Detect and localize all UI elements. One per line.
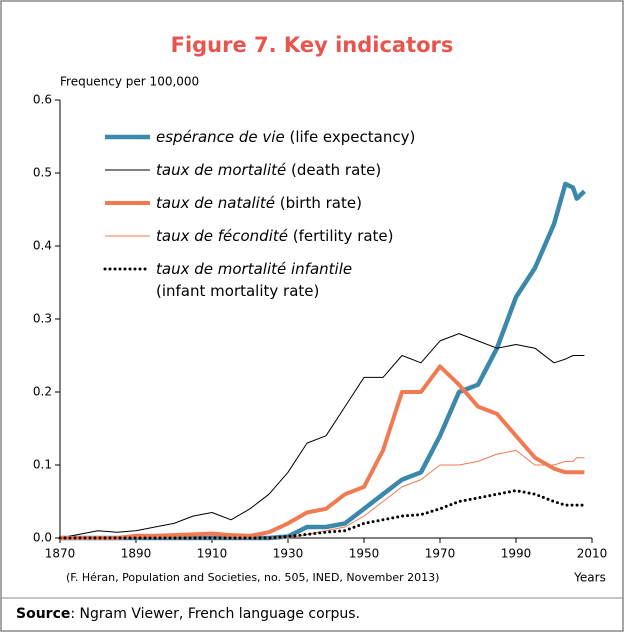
y-tick-label: 0.1 xyxy=(33,458,52,472)
legend-label: taux de natalité (birth rate) xyxy=(156,194,362,212)
x-tick-label: 1990 xyxy=(501,547,532,561)
y-tick-label: 0.6 xyxy=(33,93,52,107)
series-line xyxy=(58,489,586,540)
legend-label: taux de fécondité (fertility rate) xyxy=(156,227,394,245)
credit: (F. Héran, Population and Societies, no.… xyxy=(66,571,439,584)
x-tick-label: 1910 xyxy=(197,547,228,561)
y-tick-label: 0.5 xyxy=(33,166,52,180)
x-tick-label: 1870 xyxy=(45,547,76,561)
x-tick-label: 1950 xyxy=(349,547,380,561)
x-tick-label: 1890 xyxy=(121,547,152,561)
series-line xyxy=(59,333,585,539)
x-tick-label: 2010 xyxy=(577,547,608,561)
y-tick-label: 0.3 xyxy=(33,312,52,326)
y-tick-label: 0.2 xyxy=(33,385,52,399)
legend-label: espérance de vie (life expectancy) xyxy=(156,128,415,146)
series-line xyxy=(60,364,585,540)
chart-title: Figure 7. Key indicators xyxy=(171,33,454,57)
legend-label: taux de mortalité infantile (infant morta… xyxy=(156,260,352,300)
y-tick-label: 0.0 xyxy=(33,531,52,545)
x-tick-label: 1970 xyxy=(425,547,456,561)
source: Source: Ngram Viewer, French language co… xyxy=(16,606,360,622)
y-tick-label: 0.4 xyxy=(33,239,52,253)
x-tick-label: 1930 xyxy=(273,547,304,561)
x-axis-label: Years xyxy=(573,571,606,585)
y-axis-label: Frequency per 100,000 xyxy=(60,75,199,89)
legend-label: taux de mortalité (death rate) xyxy=(156,161,381,179)
